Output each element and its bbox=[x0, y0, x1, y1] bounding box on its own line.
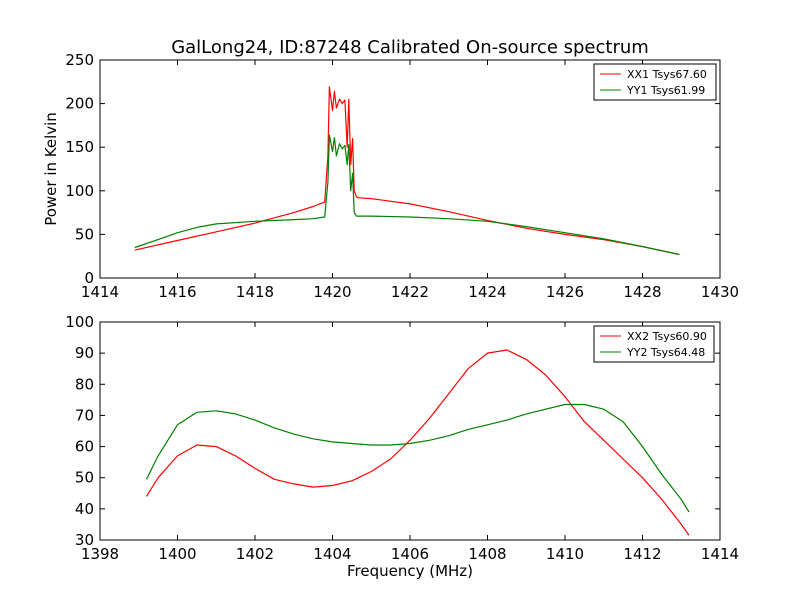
top-xtick-label: 1418 bbox=[236, 283, 274, 301]
figure-title: GalLong24, ID:87248 Calibrated On-source… bbox=[171, 37, 649, 58]
bottom-xtick-label: 1404 bbox=[313, 545, 351, 563]
bottom-xtick-label: 1414 bbox=[701, 545, 739, 563]
top-xtick-label: 1424 bbox=[468, 283, 506, 301]
bottom-series-line-0 bbox=[145, 349, 690, 536]
bottom-ytick-label: 100 bbox=[65, 313, 94, 331]
bottom-panel-legend-box bbox=[593, 325, 715, 363]
top-panel: 1414 1416 1418 1420 1422 1424 1426 1428 1430 0 50 1… bbox=[42, 51, 739, 301]
top-panel-legend: XX1 Tsys67.60 YY1 Tsys61.99 bbox=[593, 63, 717, 101]
bottom-ytick-label: 40 bbox=[75, 500, 94, 518]
bottom-xtick-label: 1406 bbox=[391, 545, 429, 563]
top-xtick-label: 1428 bbox=[623, 283, 661, 301]
legend-label-xx2: XX2 Tsys60.90 bbox=[627, 330, 707, 343]
bottom-xtick-label: 1402 bbox=[236, 545, 274, 563]
bottom-panel-xlabel: Frequency (MHz) bbox=[347, 562, 473, 580]
bottom-xtick-label: 1408 bbox=[468, 545, 506, 563]
bottom-panel-series bbox=[145, 349, 690, 536]
top-xtick-label: 1426 bbox=[546, 283, 584, 301]
top-xtick-label: 1420 bbox=[313, 283, 351, 301]
bottom-ytick-label: 90 bbox=[75, 344, 94, 362]
bottom-xtick-label: 1398 bbox=[81, 545, 119, 563]
top-ytick-label: 0 bbox=[84, 269, 94, 287]
top-panel-legend-box bbox=[593, 63, 717, 101]
top-xtick-label: 1430 bbox=[701, 283, 739, 301]
bottom-panel: 1398 1400 1402 1404 1406 1408 1410 1412 1414 30 40… bbox=[65, 313, 739, 580]
top-ytick-label: 250 bbox=[65, 51, 94, 69]
bottom-ytick-label: 50 bbox=[75, 469, 94, 487]
bottom-panel-ticks: 1398 1400 1402 1404 1406 1408 1410 1412 1414 30 40… bbox=[65, 313, 739, 563]
top-panel-ylabel: Power in Kelvin bbox=[42, 112, 60, 226]
legend-label-xx1: XX1 Tsys67.60 bbox=[627, 68, 707, 81]
bottom-ytick-label: 80 bbox=[75, 375, 94, 393]
top-ytick-label: 150 bbox=[65, 138, 94, 156]
top-ytick-label: 200 bbox=[65, 95, 94, 113]
bottom-ytick-label: 30 bbox=[75, 531, 94, 549]
legend-label-yy2: YY2 Tsys64.48 bbox=[626, 346, 705, 359]
top-series-line-1 bbox=[134, 134, 680, 256]
bottom-ytick-label: 60 bbox=[75, 438, 94, 456]
bottom-series-line-1 bbox=[145, 403, 690, 513]
legend-label-yy1: YY1 Tsys61.99 bbox=[626, 84, 705, 97]
bottom-xtick-label: 1412 bbox=[623, 545, 661, 563]
top-ytick-label: 50 bbox=[75, 225, 94, 243]
top-panel-ticks: 1414 1416 1418 1420 1422 1424 1426 1428 1430 0 50 1… bbox=[65, 51, 739, 301]
top-series-line-0 bbox=[134, 86, 680, 256]
top-xtick-label: 1422 bbox=[391, 283, 429, 301]
top-panel-series bbox=[134, 86, 680, 256]
bottom-ytick-label: 70 bbox=[75, 406, 94, 424]
bottom-xtick-label: 1400 bbox=[158, 545, 196, 563]
bottom-panel-legend: XX2 Tsys60.90 YY2 Tsys64.48 bbox=[593, 325, 715, 363]
top-ytick-label: 100 bbox=[65, 182, 94, 200]
bottom-xtick-label: 1410 bbox=[546, 545, 584, 563]
top-xtick-label: 1414 bbox=[81, 283, 119, 301]
top-xtick-label: 1416 bbox=[158, 283, 196, 301]
